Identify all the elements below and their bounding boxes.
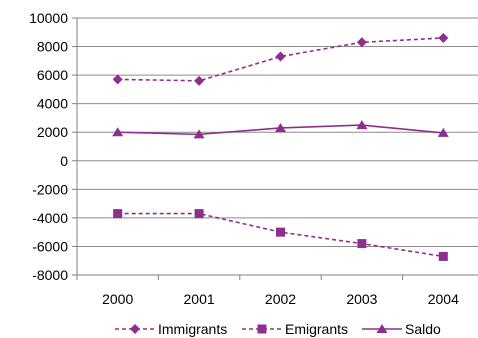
series-group bbox=[112, 32, 449, 261]
y-tick-label: 10000 bbox=[29, 10, 68, 26]
data-point bbox=[257, 324, 267, 334]
data-point bbox=[356, 37, 367, 48]
legend: Immigrants Emigrants Saldo bbox=[115, 321, 441, 337]
data-point bbox=[112, 127, 124, 137]
x-tick-label: 2002 bbox=[265, 291, 296, 307]
x-tick-label: 2000 bbox=[102, 291, 133, 307]
data-point bbox=[438, 32, 449, 43]
x-tick-label: 2001 bbox=[184, 291, 215, 307]
data-point bbox=[437, 127, 449, 137]
y-tick-label: -6000 bbox=[32, 238, 68, 254]
y-tick-label: 0 bbox=[60, 153, 68, 169]
data-point bbox=[130, 324, 140, 334]
legend-item-emigrants: Emigrants bbox=[242, 321, 348, 337]
legend-label: Emigrants bbox=[285, 321, 348, 337]
x-tick-label: 2004 bbox=[428, 291, 459, 307]
y-tick-label: 2000 bbox=[37, 124, 68, 140]
series-line bbox=[117, 37, 444, 82]
y-tick-label: 4000 bbox=[37, 96, 68, 112]
data-point bbox=[193, 129, 205, 139]
data-point bbox=[376, 324, 388, 333]
data-point bbox=[357, 239, 367, 249]
x-axis-ticks: 2000 2001 2002 2003 2004 bbox=[102, 291, 459, 307]
y-tick-label: 8000 bbox=[37, 39, 68, 55]
y-tick-label: -2000 bbox=[32, 181, 68, 197]
legend-label: Saldo bbox=[405, 321, 441, 337]
legend-item-immigrants: Immigrants bbox=[115, 321, 227, 337]
y-tick-label: -4000 bbox=[32, 210, 68, 226]
legend-label: Immigrants bbox=[158, 321, 227, 337]
data-point bbox=[113, 209, 123, 219]
series-immigrants bbox=[112, 32, 449, 86]
data-point bbox=[275, 122, 286, 132]
series-emigrants bbox=[113, 209, 448, 261]
axes bbox=[72, 17, 478, 280]
legend-item-saldo: Saldo bbox=[362, 321, 441, 337]
y-tick-label: -8000 bbox=[32, 267, 68, 283]
y-tick-label: 6000 bbox=[37, 67, 68, 83]
x-tick-label: 2003 bbox=[346, 291, 377, 307]
series-saldo bbox=[112, 120, 449, 139]
data-point bbox=[112, 74, 123, 85]
data-point bbox=[438, 251, 448, 261]
data-point bbox=[194, 209, 204, 219]
data-point bbox=[275, 51, 286, 62]
y-axis-ticks: 10000 8000 6000 4000 2000 0 -2000 -4000 -6000 -80… bbox=[29, 10, 68, 283]
data-point bbox=[276, 227, 285, 237]
data-point bbox=[194, 75, 205, 86]
data-point bbox=[356, 120, 368, 130]
